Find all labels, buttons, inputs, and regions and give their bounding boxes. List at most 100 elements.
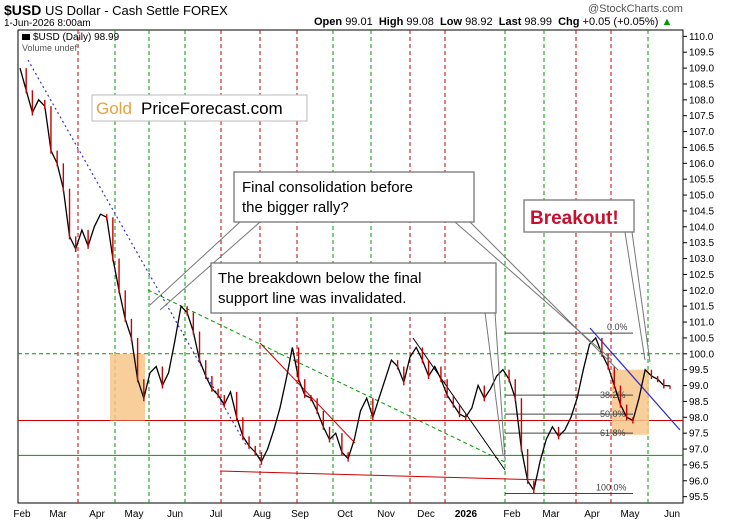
chg-label: Chg	[558, 16, 580, 28]
watermark-box	[91, 94, 308, 122]
legend-series: $USD (Daily) 98.99	[33, 32, 120, 43]
chart-header: $USD US Dollar - Cash Settle FOREX	[4, 2, 228, 18]
red-trend-segment	[259, 342, 356, 444]
y-tick-label: 109.5	[689, 48, 714, 59]
watermark-gold: Gold	[96, 99, 132, 118]
callout-pointer-1	[149, 221, 241, 306]
x-tick-label: May	[621, 509, 640, 520]
support-line	[219, 470, 546, 481]
legend-swatch	[22, 34, 30, 40]
fib-label-50: 50.0%	[600, 409, 626, 419]
callout-pointer-5	[484, 311, 504, 456]
x-tick-label: Mar	[542, 509, 560, 520]
y-tick-label: 95.5	[689, 492, 709, 503]
y-tick-label: 110.0	[689, 32, 714, 43]
y-tick-label: 108.5	[689, 79, 714, 90]
y-tick-label: 98.5	[689, 397, 709, 408]
callout-breakout-box	[523, 199, 635, 233]
green-dashed-trendline	[147, 289, 506, 463]
quote-bar: Open 99.01 High 99.08 Low 98.92 Last 98.…	[314, 16, 672, 28]
y-tick-label: 107.0	[689, 127, 714, 138]
symbol: $USD	[4, 2, 42, 18]
callout-breakout-text: Breakout!	[530, 208, 619, 229]
y-tick-label: 99.5	[689, 365, 709, 376]
x-tick-label: Apr	[89, 509, 105, 520]
up-arrow-icon: ▲	[661, 16, 673, 28]
callout-consolidation-line1: Final consolidation before	[242, 179, 413, 196]
y-tick-label: 98.0	[689, 413, 709, 424]
y-tick-label: 96.0	[689, 476, 709, 487]
low-label: Low	[440, 16, 463, 28]
y-tick-label: 103.5	[689, 238, 714, 249]
open-value: 99.01	[345, 16, 373, 28]
y-tick-label: 103.0	[689, 254, 714, 265]
y-tick-label: 97.0	[689, 445, 709, 456]
x-tick-label: Aug	[253, 509, 271, 520]
x-tick-label: Oct	[337, 509, 353, 520]
callout-pointer-7	[624, 231, 646, 361]
y-tick-label: 104.5	[689, 206, 714, 217]
last-label: Last	[498, 16, 522, 28]
x-tick-label: Jun	[664, 509, 680, 520]
y-tick-label: 109.0	[689, 64, 714, 75]
callout-consolidation-box	[233, 171, 475, 223]
y-tick-label: 108.0	[689, 95, 714, 106]
high-value: 99.08	[406, 16, 434, 28]
x-tick-label: Nov	[377, 509, 395, 520]
blue-dotted-downtrend	[27, 59, 247, 446]
x-tick-label: Mar	[49, 509, 67, 520]
x-tick-label: Sep	[291, 509, 309, 520]
blue-downtrend-line	[589, 327, 681, 431]
fib-label-0: 0.0%	[607, 322, 628, 332]
callout-consolidation-line2: the bigger rally?	[242, 199, 349, 216]
exchange: FOREX	[183, 3, 228, 18]
stockcharts-logo: @StockCharts.com	[588, 3, 683, 15]
last-value: 98.99	[524, 16, 552, 28]
callout-pointer-6	[494, 311, 506, 461]
y-tick-label: 99.0	[689, 381, 709, 392]
y-tick-label: 106.0	[689, 159, 714, 170]
callout-pointer-3	[454, 221, 613, 361]
y-tick-label: 106.5	[689, 143, 714, 154]
consolidation-box	[110, 353, 145, 421]
quote-date: 1-Jun-2026 8:00am	[4, 18, 91, 29]
callout-pointer-8	[631, 231, 651, 363]
x-tick-label: May	[125, 509, 144, 520]
y-tick-label: 102.0	[689, 286, 714, 297]
low-value: 98.92	[465, 16, 493, 28]
open-label: Open	[314, 16, 343, 28]
x-tick-label: 2026	[455, 509, 478, 520]
y-tick-label: 100.0	[689, 349, 714, 360]
x-tick-label: Jul	[210, 509, 223, 520]
callout-breakdown-line2: support line was invalidated.	[218, 290, 406, 307]
y-tick-label: 100.5	[689, 333, 714, 344]
y-tick-label: 102.5	[689, 270, 714, 281]
high-label: High	[378, 16, 404, 28]
callout-breakdown-box	[210, 262, 497, 314]
y-tick-label: 104.0	[689, 222, 714, 233]
price-line	[19, 67, 671, 492]
y-tick-label: 105.5	[689, 175, 714, 186]
x-tick-label: Apr	[584, 509, 600, 520]
x-tick-label: Dec	[417, 509, 435, 520]
y-tick-label: 107.5	[689, 111, 714, 122]
y-tick-label: 105.0	[689, 191, 714, 202]
watermark-text: PriceForecast.com	[141, 99, 283, 118]
callout-pointer-2	[159, 221, 261, 311]
y-tick-label: 97.5	[689, 429, 709, 440]
legend-volume: Volume undef	[22, 43, 78, 53]
fib-label-100: 100.0%	[596, 482, 627, 492]
x-tick-label: Jun	[167, 509, 183, 520]
y-tick-label: 101.0	[689, 318, 714, 329]
callout-pointer-4	[469, 221, 619, 371]
x-tick-label: Feb	[503, 509, 521, 520]
fib-label-618: 61.8%	[600, 428, 626, 438]
y-tick-label: 96.5	[689, 460, 709, 471]
change-value: +0.05 (+0.05%)	[582, 16, 659, 28]
black-trend-segment	[412, 337, 506, 471]
fib-label-382: 38.2%	[600, 390, 626, 400]
x-tick-label: Feb	[13, 509, 31, 520]
instrument-name: US Dollar - Cash Settle	[44, 3, 180, 18]
y-tick-label: 101.5	[689, 302, 714, 313]
